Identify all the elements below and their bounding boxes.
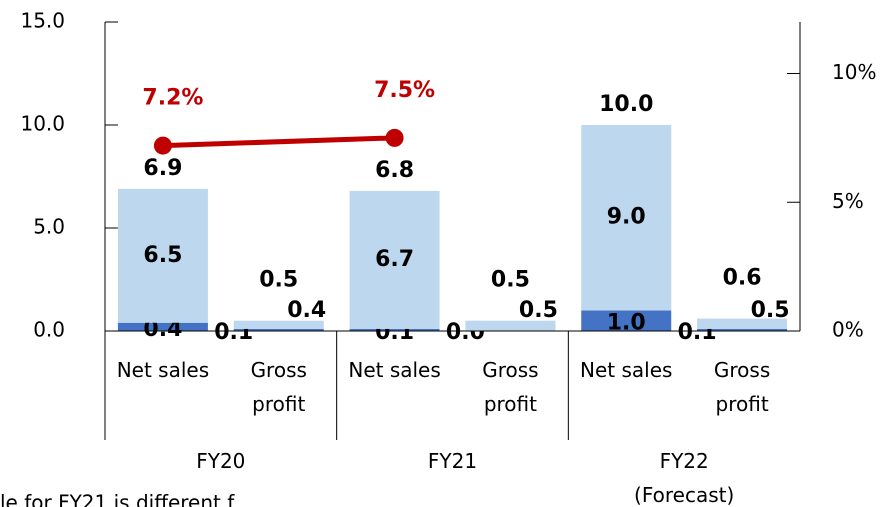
- group-label: FY20: [196, 449, 246, 473]
- bar-segment: [465, 320, 556, 331]
- bar-segment: [697, 328, 788, 331]
- line-marker: [385, 128, 404, 147]
- total-label: 10.0: [599, 92, 653, 117]
- value-label: 0.5: [751, 298, 790, 323]
- bar-segment: [233, 328, 324, 331]
- note: le for FY21 is different f: [0, 491, 235, 507]
- x-tick-label: Net sales: [348, 358, 441, 382]
- group-label: FY21: [427, 449, 478, 473]
- bar-segment: [117, 188, 208, 323]
- bar-segment: [349, 328, 440, 331]
- total-label: 0.6: [723, 266, 762, 291]
- value-label: 1.0: [607, 311, 646, 336]
- y-tick-label: 15.0: [20, 9, 65, 33]
- total-label: 0.5: [491, 268, 530, 293]
- bar-segment: [233, 320, 324, 329]
- y-tick-label: 5.0: [33, 215, 65, 239]
- x-tick-label: Net sales: [580, 358, 673, 382]
- total-label: 0.5: [259, 268, 298, 293]
- bar-segment: [581, 310, 672, 331]
- bar-segment: [117, 322, 208, 331]
- y-tick-label: 0.0: [33, 318, 65, 342]
- x-tick-label: Net sales: [116, 358, 210, 382]
- y2-tick-label: 0%: [832, 318, 864, 342]
- line-label: 7.5%: [374, 78, 435, 103]
- value-label: 6.7: [375, 247, 414, 272]
- value-label: 0.4: [287, 298, 326, 323]
- line-marker: [153, 136, 172, 155]
- y2-tick-label: 5%: [832, 189, 864, 213]
- line-label: 7.2%: [142, 86, 203, 111]
- bar-segment: [697, 318, 788, 329]
- group-label: FY22 (Forecast): [634, 449, 735, 507]
- y2-tick-label: 10%: [832, 60, 876, 84]
- x-tick-label: Gross profit: [482, 358, 539, 416]
- value-label: 0.5: [519, 298, 558, 323]
- line: [162, 135, 395, 149]
- total-label: 6.8: [375, 158, 414, 183]
- y-tick-label: 10.0: [20, 112, 65, 136]
- bar-segment: [349, 190, 440, 329]
- x-tick-label: Gross profit: [713, 358, 771, 416]
- value-label: 6.5: [143, 243, 182, 268]
- x-tick-label: Gross profit: [250, 358, 307, 416]
- total-label: 6.9: [143, 156, 182, 181]
- value-label: 9.0: [607, 205, 646, 230]
- bar-segment: [581, 125, 672, 311]
